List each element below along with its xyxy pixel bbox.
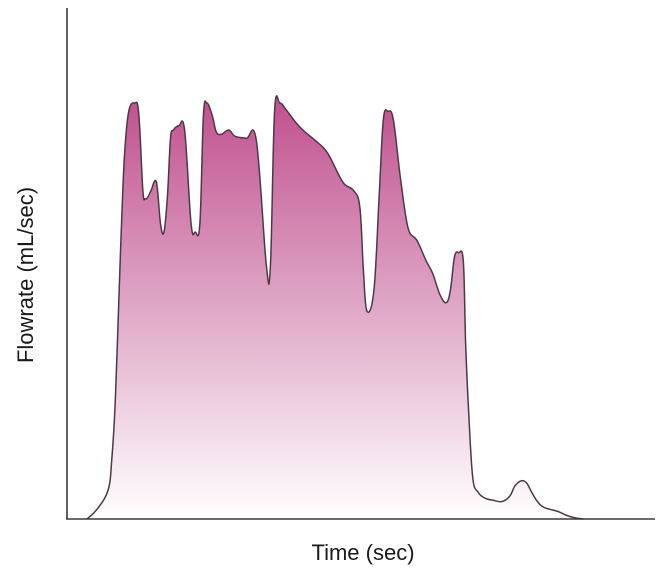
flowrate-curve-line <box>86 95 584 520</box>
y-axis-label: Flowrate (mL/sec) <box>13 187 38 363</box>
x-axis-label: Time (sec) <box>311 540 414 565</box>
flowrate-area <box>86 95 584 519</box>
